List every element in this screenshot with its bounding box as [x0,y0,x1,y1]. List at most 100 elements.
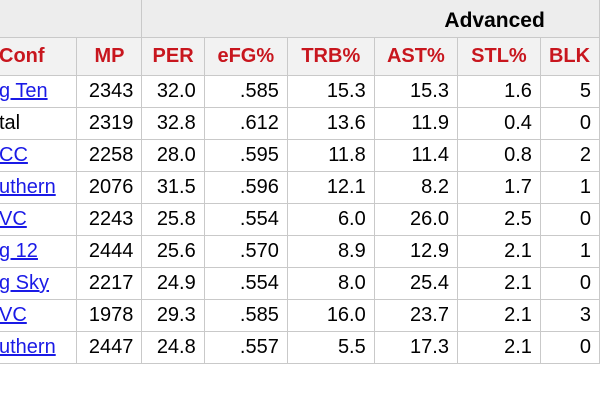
cell-per: 28.0 [141,139,205,172]
table-row: g Ten 2343 32.0.585 15.3 15.3 1.6 5 [0,75,600,108]
cell-stl: 2.1 [456,299,541,332]
column-header-trb[interactable]: TRB% [286,37,375,76]
cell-trb: 13.6 [286,107,375,140]
column-header-efg[interactable]: eFG% [203,37,288,76]
conference-link[interactable]: g 12 [0,240,38,262]
cell-blk: 1 [539,235,600,268]
cell-ast: 15.3 [373,75,458,108]
cell-mp: 2076 [76,171,143,204]
cell-mp: 2243 [76,203,143,236]
cell-per: 24.8 [141,331,205,364]
cell-trb: 5.5 [286,331,375,364]
cell-stl: 1.6 [456,75,541,108]
conference-link[interactable]: uthern [0,176,56,198]
cell-conf: VC [0,203,78,236]
cell-conf: g 12 [0,235,78,268]
table-row: g Sky 2217 24.9.554 8.0 25.4 2.1 0 [0,267,600,300]
cell-stl: 1.7 [456,171,541,204]
cell-conf: uthern [0,331,78,364]
cell-trb: 6.0 [286,203,375,236]
cell-conf: g Sky [0,267,78,300]
cell-efg: .554 [203,203,288,236]
cell-stl: 0.4 [456,107,541,140]
column-header-ast[interactable]: AST% [373,37,458,76]
stats-table-container: Advanced Conf MP PER eFG% TRB% AST% STL%… [0,0,600,364]
table-body: g Ten 2343 32.0.585 15.3 15.3 1.6 5 tal 2319 32.8… [0,75,600,364]
table-row: uthern 2076 31.5.596 12.1 8.2 1.7 1 [0,171,600,204]
conference-link[interactable]: g Ten [0,80,48,102]
cell-stl: 2.5 [456,203,541,236]
cell-per: 32.0 [141,75,205,108]
cell-per: 31.5 [141,171,205,204]
cell-stl: 0.8 [456,139,541,172]
cell-efg: .585 [203,299,288,332]
cell-trb: 15.3 [286,75,375,108]
column-header-mp[interactable]: MP [76,37,143,76]
table-row: tal 2319 32.8.612 13.6 11.9 0.4 0 [0,107,600,140]
cell-blk: 0 [539,107,600,140]
cell-ast: 25.4 [373,267,458,300]
cell-stl: 2.1 [456,235,541,268]
cell-ast: 17.3 [373,331,458,364]
cell-trb: 8.0 [286,267,375,300]
cell-mp: 2258 [76,139,143,172]
cell-ast: 26.0 [373,203,458,236]
cell-efg: .596 [203,171,288,204]
table-row: g 12 2444 25.6.570 8.9 12.9 2.1 1 [0,235,600,268]
cell-per: 25.8 [141,203,205,236]
cell-per: 24.9 [141,267,205,300]
cell-blk: 0 [539,267,600,300]
cell-blk: 1 [539,171,600,204]
cell-ast: 8.2 [373,171,458,204]
cell-mp: 2444 [76,235,143,268]
cell-conf: VC [0,299,78,332]
conference-link[interactable]: g Sky [0,272,50,294]
cell-blk: 0 [539,203,600,236]
cell-efg: .595 [203,139,288,172]
conference-link[interactable]: uthern [0,336,56,358]
group-header-advanced: Advanced [141,0,600,38]
advanced-stats-table: Advanced Conf MP PER eFG% TRB% AST% STL%… [0,0,600,364]
column-header-stl[interactable]: STL% [456,37,541,76]
cell-conf: g Ten [0,75,78,108]
cell-ast: 23.7 [373,299,458,332]
cell-conf: uthern [0,171,78,204]
cell-blk: 0 [539,331,600,364]
cell-efg: .585 [203,75,288,108]
cell-trb: 12.1 [286,171,375,204]
column-header-conf[interactable]: Conf [0,37,78,76]
cell-conf: tal [0,107,78,140]
cell-blk: 3 [539,299,600,332]
cell-mp: 2217 [76,267,143,300]
cell-stl: 2.1 [456,267,541,300]
table-row: VC 2243 25.8.554 6.0 26.0 2.5 0 [0,203,600,236]
cell-efg: .612 [203,107,288,140]
cell-blk: 5 [539,75,600,108]
table-row: uthern 2447 24.8.557 5.5 17.3 2.1 0 [0,331,600,364]
cell-ast: 11.9 [373,107,458,140]
cell-mp: 2343 [76,75,143,108]
cell-per: 29.3 [141,299,205,332]
conference-link[interactable]: VC [0,208,27,230]
cell-stl: 2.1 [456,331,541,364]
cell-ast: 12.9 [373,235,458,268]
table-row: VC 1978 29.3.585 16.0 23.7 2.1 3 [0,299,600,332]
cell-mp: 2319 [76,107,143,140]
cell-mp: 2447 [76,331,143,364]
column-header-blk[interactable]: BLK [539,37,600,76]
cell-efg: .570 [203,235,288,268]
cell-trb: 16.0 [286,299,375,332]
cell-trb: 8.9 [286,235,375,268]
conference-link[interactable]: CC [0,144,28,166]
column-header-row: Conf MP PER eFG% TRB% AST% STL% BLK [0,37,600,76]
conference-link[interactable]: VC [0,304,27,326]
cell-efg: .554 [203,267,288,300]
cell-ast: 11.4 [373,139,458,172]
column-header-per[interactable]: PER [141,37,205,76]
conference-text: tal [0,112,21,134]
cell-efg: .557 [203,331,288,364]
cell-per: 25.6 [141,235,205,268]
cell-blk: 2 [539,139,600,172]
cell-mp: 1978 [76,299,143,332]
cell-trb: 11.8 [286,139,375,172]
